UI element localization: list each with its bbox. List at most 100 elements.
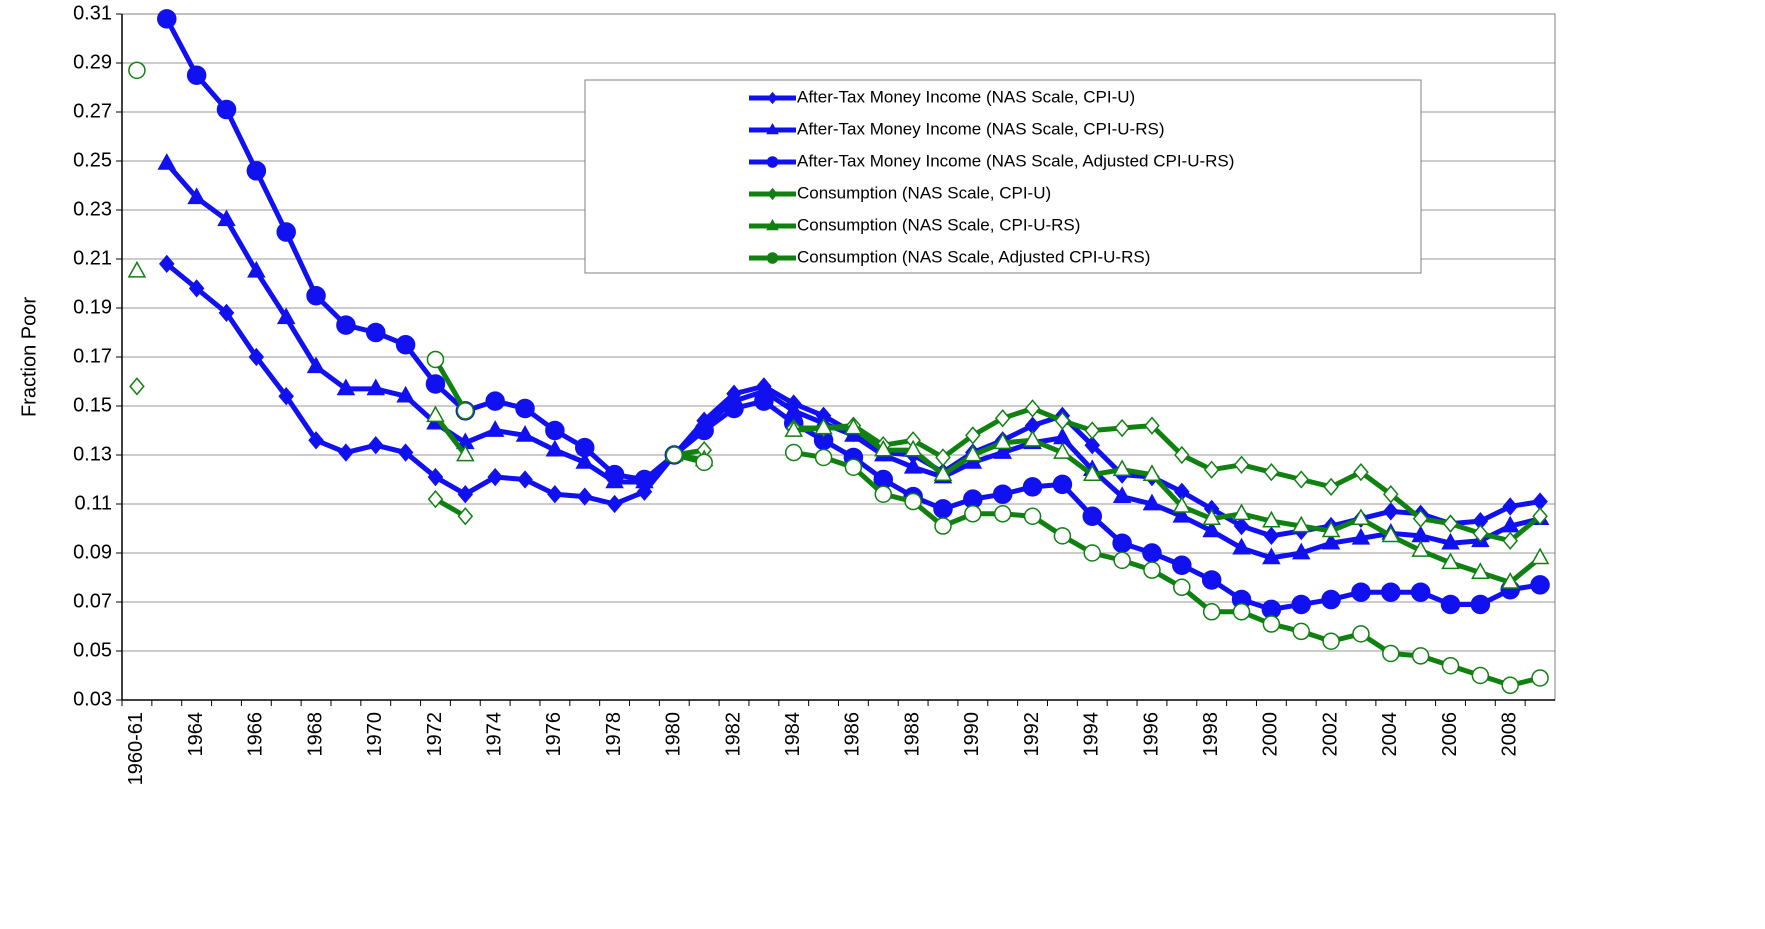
marker xyxy=(1083,544,1102,562)
marker xyxy=(1291,542,1311,560)
marker xyxy=(367,436,384,455)
marker xyxy=(844,458,863,476)
marker xyxy=(1084,421,1101,440)
marker xyxy=(1142,464,1162,481)
marker xyxy=(1112,533,1132,553)
marker xyxy=(993,442,1012,459)
y-tick-label: 0.11 xyxy=(75,492,112,514)
x-tick-label: 1980 xyxy=(663,712,685,757)
marker xyxy=(904,492,922,511)
legend-label: Consumption (NAS Scale, CPI-U) xyxy=(797,183,1051,202)
y-tick-label: 0.07 xyxy=(73,590,112,612)
marker xyxy=(754,391,774,411)
marker xyxy=(306,286,326,306)
y-tick-label: 0.31 xyxy=(73,2,112,24)
marker xyxy=(814,417,833,435)
marker xyxy=(248,347,265,367)
x-tick-label: 1968 xyxy=(304,712,326,757)
x-tick-label: 1976 xyxy=(543,712,565,757)
marker xyxy=(457,485,474,504)
y-axis-label: Fraction Poor xyxy=(18,297,40,417)
marker xyxy=(1053,527,1072,545)
marker xyxy=(963,444,983,462)
marker xyxy=(276,222,296,242)
x-tick-label: 1996 xyxy=(1140,712,1162,757)
marker xyxy=(1531,669,1549,687)
marker xyxy=(1052,474,1073,495)
legend-label: After-Tax Money Income (NAS Scale, CPI-U… xyxy=(797,87,1135,106)
x-tick-label: 1970 xyxy=(364,712,386,757)
marker xyxy=(278,387,294,406)
marker xyxy=(517,470,533,489)
y-tick-label: 0.13 xyxy=(73,443,112,465)
marker xyxy=(1143,561,1161,579)
x-tick-label: 1960-61 xyxy=(125,712,147,785)
legend-box xyxy=(584,79,1422,274)
marker xyxy=(844,417,863,435)
marker xyxy=(1351,508,1371,526)
y-tick-label: 0.17 xyxy=(73,345,112,367)
marker xyxy=(965,426,981,445)
marker xyxy=(1053,442,1072,459)
marker xyxy=(1113,551,1131,570)
marker xyxy=(217,209,236,227)
marker xyxy=(157,9,177,29)
marker xyxy=(1291,515,1311,533)
marker xyxy=(1410,582,1431,602)
marker xyxy=(1353,462,1369,482)
marker xyxy=(485,391,505,411)
marker xyxy=(485,420,505,437)
y-tick-label: 0.05 xyxy=(73,639,112,661)
x-tick-label: 1986 xyxy=(842,712,864,757)
marker xyxy=(1022,477,1043,497)
y-tick-label: 0.21 xyxy=(73,247,112,269)
marker xyxy=(457,507,474,526)
marker xyxy=(606,494,623,514)
marker xyxy=(426,405,445,423)
marker xyxy=(338,443,354,462)
marker xyxy=(426,350,445,369)
marker xyxy=(874,439,893,457)
x-tick-label: 1994 xyxy=(1081,712,1103,757)
marker xyxy=(1322,632,1340,650)
marker xyxy=(574,437,595,458)
marker xyxy=(694,420,714,441)
marker xyxy=(1352,625,1370,643)
marker xyxy=(934,517,952,535)
marker xyxy=(576,487,593,506)
marker xyxy=(1023,429,1042,447)
x-tick-label: 2006 xyxy=(1439,712,1461,757)
marker xyxy=(1441,532,1460,550)
marker xyxy=(1263,462,1280,482)
marker xyxy=(665,446,684,464)
marker xyxy=(1201,570,1222,590)
series-line xyxy=(433,358,1541,688)
marker xyxy=(784,443,803,462)
marker xyxy=(814,448,833,467)
marker xyxy=(1202,508,1221,526)
marker xyxy=(129,377,145,396)
x-tick-label: 2008 xyxy=(1499,712,1521,757)
marker xyxy=(336,378,356,396)
x-tick-label: 2002 xyxy=(1319,712,1341,757)
marker xyxy=(767,187,778,201)
marker xyxy=(1023,507,1042,525)
marker xyxy=(1441,656,1460,675)
marker xyxy=(1262,615,1281,633)
marker xyxy=(1411,540,1430,557)
series-line xyxy=(165,261,1541,539)
marker xyxy=(1471,666,1490,685)
y-tick-label: 0.29 xyxy=(73,51,112,73)
marker xyxy=(1233,455,1250,474)
marker xyxy=(1502,497,1519,516)
marker xyxy=(1381,582,1401,602)
marker xyxy=(395,335,416,355)
marker xyxy=(766,122,779,135)
marker xyxy=(1501,676,1519,695)
marker xyxy=(218,303,235,323)
marker xyxy=(1382,644,1400,663)
marker xyxy=(575,452,595,469)
marker xyxy=(1292,622,1310,641)
marker xyxy=(994,409,1011,428)
